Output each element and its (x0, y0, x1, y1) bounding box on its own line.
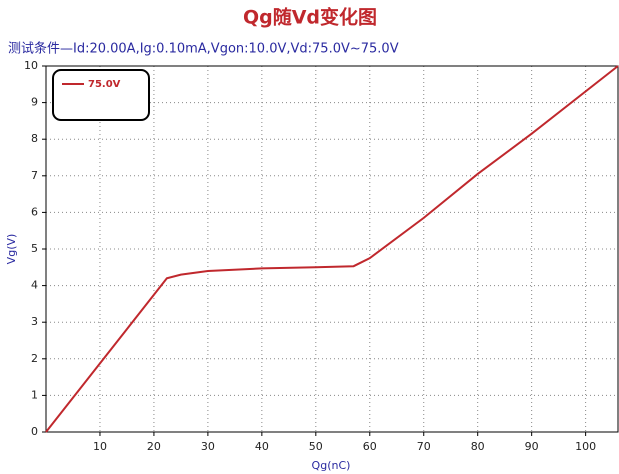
y-tick-label: 9 (31, 96, 38, 109)
y-tick-label: 4 (31, 279, 38, 292)
legend-box (52, 69, 150, 121)
chart-subtitle: 测试条件—Id:20.00A,Ig:0.10mA,Vgon:10.0V,Vd:7… (8, 41, 399, 57)
y-tick-label: 8 (31, 132, 38, 145)
x-tick-label: 70 (417, 440, 431, 453)
y-tick-label: 1 (31, 388, 38, 401)
x-tick-label: 80 (471, 440, 485, 453)
plot-frame (45, 65, 619, 433)
y-tick-label: 2 (31, 352, 38, 365)
y-tick-label: 3 (31, 315, 38, 328)
y-tick-label: 7 (31, 169, 38, 182)
y-tick-label: 6 (31, 205, 38, 218)
chart-title: Qg随Vd变化图 (243, 6, 377, 29)
y-axis-label: Vg(V) (5, 234, 18, 265)
x-tick-label: 30 (201, 440, 215, 453)
y-tick-label: 10 (24, 59, 38, 72)
line-series (45, 65, 619, 433)
x-tick-label: 90 (525, 440, 539, 453)
x-tick-label: 60 (363, 440, 377, 453)
x-tick-label: 50 (309, 440, 323, 453)
legend-label: 75.0V (88, 79, 121, 90)
x-tick-label: 20 (147, 440, 161, 453)
y-tick-label: 0 (31, 425, 38, 438)
x-axis-label: Qg(nC) (312, 459, 351, 472)
x-tick-label: 40 (255, 440, 269, 453)
x-tick-label: 100 (575, 440, 596, 453)
x-tick-label: 10 (93, 440, 107, 453)
y-tick-label: 5 (31, 242, 38, 255)
